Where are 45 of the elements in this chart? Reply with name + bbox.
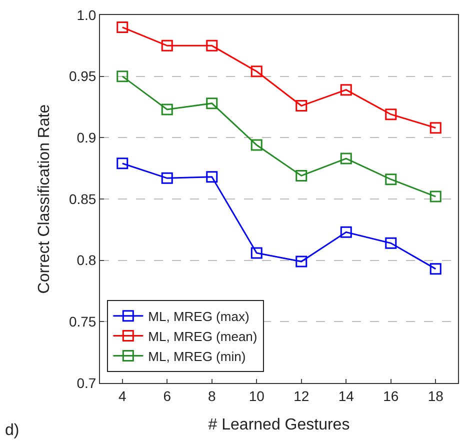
- point: [340, 226, 352, 238]
- x-tick-label: 18: [428, 388, 444, 404]
- point: [296, 256, 308, 268]
- legend-label: ML, MREG (min): [148, 348, 246, 364]
- point: [430, 122, 442, 134]
- y-axis-title: Correct Classification Rate: [36, 104, 53, 294]
- y-tick-label: 1.0: [76, 6, 96, 23]
- point: [250, 66, 262, 78]
- x-tick-label: 10: [248, 388, 265, 404]
- legend-label: ML, MREG (max): [148, 308, 250, 324]
- point: [161, 104, 173, 116]
- point: [206, 98, 218, 110]
- point: [296, 100, 308, 112]
- point: [161, 40, 173, 52]
- y-tick-label: 0.9: [76, 130, 96, 146]
- y-tick-label: 0.75: [68, 314, 96, 330]
- point: [385, 174, 397, 186]
- legend-label: ML, MREG (mean): [148, 328, 258, 344]
- x-tick-label: 14: [338, 388, 354, 404]
- x-axis-title: # Learned Gestures: [208, 416, 350, 434]
- y-tick-label: 0.95: [68, 68, 96, 84]
- y-tick-label: 0.85: [68, 190, 96, 207]
- x-tick-label: 16: [383, 388, 399, 404]
- point: [296, 170, 308, 182]
- point: [206, 40, 218, 52]
- point: [340, 84, 352, 96]
- point: [116, 158, 128, 170]
- point: [340, 152, 352, 164]
- x-tick-label: 4: [118, 388, 126, 404]
- point: [161, 172, 173, 184]
- point: [250, 139, 262, 151]
- point: [206, 171, 218, 183]
- point: [430, 190, 442, 202]
- point: [430, 263, 442, 275]
- point: [385, 108, 397, 120]
- text: d): [5, 422, 20, 439]
- x-tick-label: 12: [294, 388, 310, 404]
- y-tick-label: 0.8: [76, 252, 96, 268]
- x-tick-label: 8: [208, 388, 216, 404]
- point: [385, 237, 397, 249]
- point: [250, 247, 262, 259]
- y-tick-label: 0.7: [76, 374, 96, 391]
- x-tick-label: 6: [163, 388, 172, 404]
- point: [116, 70, 128, 82]
- point: [116, 22, 128, 34]
